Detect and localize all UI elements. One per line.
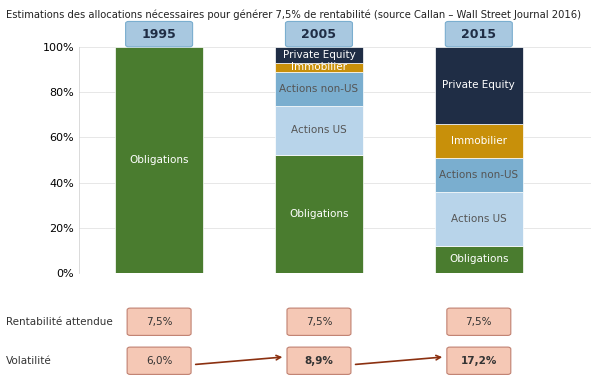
Bar	[115, 47, 203, 273]
Text: 6,0%: 6,0%	[146, 356, 172, 366]
Bar	[275, 47, 363, 63]
Bar	[275, 72, 363, 106]
Text: 2005: 2005	[301, 28, 336, 41]
Text: Obligations: Obligations	[289, 209, 349, 219]
Text: Rentabilité attendue: Rentabilité attendue	[6, 317, 113, 327]
Text: 7,5%: 7,5%	[465, 317, 492, 327]
Text: 2015: 2015	[462, 28, 496, 41]
Text: Private Equity: Private Equity	[283, 50, 355, 60]
Bar	[435, 124, 523, 158]
Bar	[435, 47, 523, 124]
Text: Private Equity: Private Equity	[443, 80, 515, 90]
Text: 17,2%: 17,2%	[460, 356, 497, 366]
Text: Actions non-US: Actions non-US	[439, 170, 518, 180]
Text: Actions non-US: Actions non-US	[280, 83, 359, 94]
Bar	[275, 155, 363, 273]
Text: Volatilité: Volatilité	[6, 356, 52, 366]
Text: Estimations des allocations nécessaires pour générer 7,5% de rentabilité (source: Estimations des allocations nécessaires …	[6, 10, 581, 20]
Text: Actions US: Actions US	[451, 214, 507, 224]
Text: 1995: 1995	[142, 28, 177, 41]
Text: Immobilier: Immobilier	[291, 62, 347, 72]
Text: Actions US: Actions US	[291, 126, 347, 135]
Text: Immobilier: Immobilier	[451, 136, 507, 146]
Bar	[435, 158, 523, 191]
Text: Obligations: Obligations	[129, 155, 189, 165]
Text: Obligations: Obligations	[449, 254, 509, 264]
Bar	[275, 106, 363, 155]
Bar	[435, 191, 523, 246]
Text: 7,5%: 7,5%	[146, 317, 172, 327]
Text: 7,5%: 7,5%	[306, 317, 333, 327]
Text: 8,9%: 8,9%	[304, 356, 333, 366]
Bar	[275, 63, 363, 72]
Bar	[435, 246, 523, 273]
